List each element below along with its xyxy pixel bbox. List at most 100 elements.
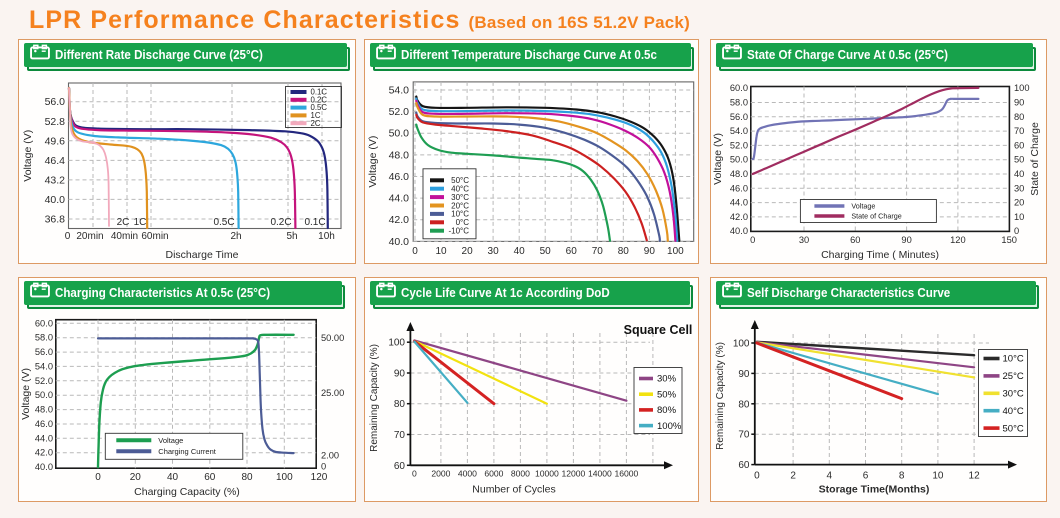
svg-text:5h: 5h (286, 231, 297, 242)
svg-text:60min: 60min (141, 231, 168, 242)
svg-text:120: 120 (311, 472, 328, 483)
svg-text:40min: 40min (111, 231, 138, 242)
svg-text:10h: 10h (318, 231, 335, 242)
svg-text:4: 4 (827, 471, 833, 482)
svg-text:Voltage (V): Voltage (V) (22, 130, 34, 182)
svg-text:50.0: 50.0 (35, 390, 53, 400)
svg-text:Remaining Capacity (%): Remaining Capacity (%) (369, 344, 380, 452)
svg-text:90: 90 (394, 368, 406, 379)
svg-text:43.2: 43.2 (45, 174, 66, 186)
svg-text:80: 80 (738, 399, 750, 410)
svg-text:100: 100 (667, 246, 684, 257)
svg-text:60: 60 (1014, 140, 1024, 150)
svg-text:120: 120 (950, 235, 966, 245)
svg-text:40: 40 (167, 472, 179, 483)
svg-text:40: 40 (514, 246, 526, 257)
svg-text:42.0: 42.0 (730, 212, 748, 222)
svg-text:60: 60 (738, 460, 750, 471)
svg-text:80%: 80% (657, 405, 677, 416)
svg-text:54.0: 54.0 (730, 126, 748, 136)
svg-text:100: 100 (1014, 83, 1030, 93)
svg-text:54.0: 54.0 (35, 361, 53, 371)
svg-text:100: 100 (276, 472, 293, 483)
svg-text:0.2C: 0.2C (270, 217, 291, 228)
svg-text:60: 60 (394, 461, 406, 472)
svg-text:44.0: 44.0 (35, 433, 53, 443)
svg-text:46.0: 46.0 (389, 171, 410, 183)
svg-text:30%: 30% (657, 374, 677, 385)
svg-text:70: 70 (592, 246, 604, 257)
svg-text:6: 6 (863, 471, 869, 482)
svg-text:50°C: 50°C (451, 176, 469, 185)
svg-text:30°C: 30°C (451, 193, 469, 202)
svg-text:50.0: 50.0 (389, 128, 410, 140)
svg-text:Discharge Time: Discharge Time (166, 249, 239, 261)
svg-text:46.0: 46.0 (35, 419, 53, 429)
svg-text:4000: 4000 (458, 469, 477, 479)
svg-text:0.5C: 0.5C (311, 103, 328, 112)
svg-text:0.1C: 0.1C (304, 217, 325, 228)
svg-text:10: 10 (932, 471, 944, 482)
svg-text:60: 60 (566, 246, 578, 257)
svg-text:60.0: 60.0 (730, 83, 748, 93)
svg-text:40°C: 40°C (451, 185, 469, 194)
svg-text:12: 12 (969, 471, 981, 482)
svg-text:49.6: 49.6 (45, 135, 66, 147)
svg-text:Charging Capacity (%): Charging Capacity (%) (134, 486, 240, 498)
svg-text:46.0: 46.0 (730, 183, 748, 193)
svg-text:40.0: 40.0 (45, 194, 66, 206)
svg-text:36.8: 36.8 (45, 214, 66, 226)
svg-text:10000: 10000 (535, 469, 559, 479)
svg-text:50%: 50% (657, 389, 677, 400)
svg-text:80: 80 (618, 246, 630, 257)
svg-text:20: 20 (462, 246, 474, 257)
svg-text:25°C: 25°C (1003, 371, 1024, 382)
svg-text:60: 60 (850, 235, 860, 245)
svg-text:10°C: 10°C (451, 210, 469, 219)
svg-text:70: 70 (1014, 126, 1024, 136)
svg-text:16000: 16000 (614, 469, 638, 479)
svg-text:Voltage (V): Voltage (V) (712, 133, 724, 185)
svg-text:30: 30 (488, 246, 500, 257)
svg-text:80: 80 (1014, 112, 1024, 122)
svg-text:0.5C: 0.5C (213, 217, 234, 228)
svg-text:50.0: 50.0 (730, 155, 748, 165)
svg-text:40.0: 40.0 (389, 236, 410, 248)
svg-text:Voltage (V): Voltage (V) (367, 136, 379, 188)
svg-text:10°C: 10°C (1003, 354, 1024, 365)
svg-text:50°C: 50°C (1003, 423, 1024, 434)
svg-text:1C: 1C (134, 217, 147, 228)
svg-text:30: 30 (799, 235, 809, 245)
svg-text:Charging Current: Charging Current (158, 447, 216, 456)
svg-text:12000: 12000 (561, 469, 585, 479)
svg-text:40: 40 (1014, 169, 1024, 179)
svg-text:48.0: 48.0 (35, 405, 53, 415)
svg-text:20°C: 20°C (451, 201, 469, 210)
svg-text:20: 20 (130, 472, 142, 483)
svg-text:46.4: 46.4 (45, 155, 66, 167)
svg-text:0: 0 (412, 246, 418, 257)
svg-text:20: 20 (1014, 198, 1024, 208)
svg-text:48.0: 48.0 (389, 149, 410, 161)
svg-text:70: 70 (738, 430, 750, 441)
svg-text:56.0: 56.0 (45, 96, 66, 108)
svg-text:-10°C: -10°C (448, 227, 469, 236)
svg-text:Voltage: Voltage (851, 202, 875, 211)
svg-text:Charging Time ( Minutes): Charging Time ( Minutes) (821, 249, 939, 261)
svg-text:0.1C: 0.1C (311, 88, 328, 97)
svg-text:90: 90 (738, 369, 750, 380)
svg-text:0.2C: 0.2C (311, 95, 328, 104)
svg-text:42.0: 42.0 (35, 448, 53, 458)
svg-text:0: 0 (321, 461, 326, 471)
svg-text:State of Charge: State of Charge (851, 212, 901, 221)
svg-text:90: 90 (901, 235, 911, 245)
svg-text:70: 70 (394, 430, 406, 441)
svg-text:Storage Time(Months): Storage Time(Months) (819, 484, 930, 496)
svg-text:2.00: 2.00 (321, 450, 339, 460)
svg-text:Voltage: Voltage (158, 436, 183, 445)
svg-text:40°C: 40°C (1003, 406, 1024, 417)
svg-text:52.0: 52.0 (35, 376, 53, 386)
svg-text:52.0: 52.0 (730, 140, 748, 150)
svg-text:60: 60 (204, 472, 216, 483)
svg-text:42.0: 42.0 (389, 214, 410, 226)
